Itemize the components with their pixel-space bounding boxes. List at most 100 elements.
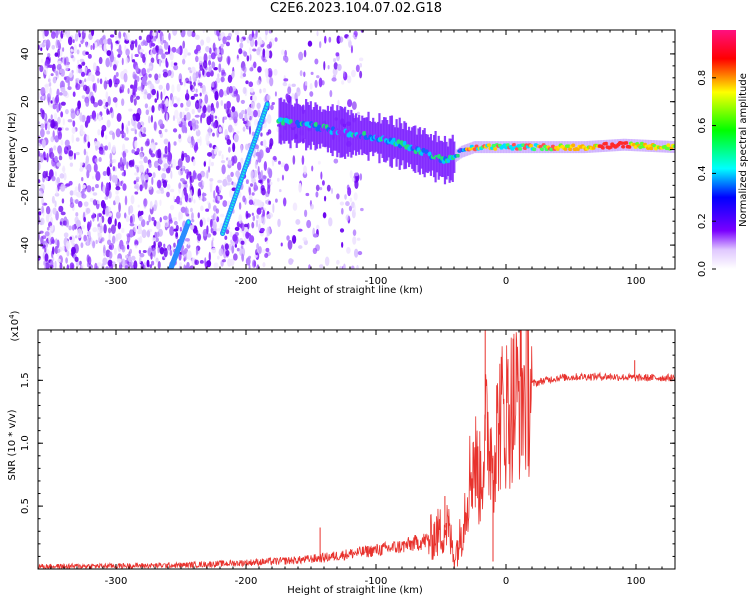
spectrogram-noise-mark — [59, 221, 63, 226]
spectrogram-noise-mark — [173, 62, 178, 66]
spectrogram-noise-mark — [38, 91, 41, 100]
spectrogram-noise-mark — [206, 217, 211, 223]
spectrogram-noise-mark — [194, 49, 199, 55]
ridge-core-mark — [532, 147, 537, 152]
spectrogram-noise-mark — [173, 242, 176, 248]
spectrogram-noise-mark — [106, 119, 111, 128]
spectrogram-noise-mark — [154, 73, 159, 81]
spectrogram-noise-mark — [121, 98, 125, 106]
spectrogram-noise-mark — [72, 91, 76, 98]
spectrogram-noise-mark — [199, 92, 202, 97]
spectrogram-noise-mark — [225, 249, 230, 257]
spectrogram-noise-mark — [158, 158, 163, 165]
spectrogram-noise-mark — [283, 78, 289, 82]
spectrogram-noise-mark — [262, 139, 267, 147]
spectrogram-noise-mark — [199, 136, 202, 147]
spectrogram-noise-mark — [50, 73, 54, 77]
spectrogram-noise-mark — [98, 149, 104, 155]
spectrogram-noise-mark — [206, 36, 211, 44]
spectrogram-noise-mark — [177, 158, 183, 168]
spectrogram-noise-mark — [338, 36, 344, 43]
spectrogram-noise-mark — [333, 62, 338, 70]
spectrogram-noise-mark — [266, 94, 271, 101]
spectrogram-noise-mark — [254, 160, 258, 169]
spectrogram-noise-mark — [114, 218, 117, 227]
spectrogram-noise-mark — [218, 64, 222, 73]
spectrogram-noise-mark — [92, 192, 98, 196]
spectrogram-noise-mark — [168, 219, 173, 224]
spectrogram-noise-mark — [89, 220, 92, 228]
spectrogram-noise-mark — [128, 38, 132, 45]
spectrogram-noise-mark — [76, 64, 79, 74]
spectrogram-noise-mark — [139, 48, 145, 53]
spectrogram-noise-mark — [215, 100, 219, 109]
spectrogram-noise-mark — [52, 207, 57, 215]
spectrogram-noise-mark — [123, 212, 127, 219]
spectrogram-noise-mark — [195, 55, 199, 63]
spectrogram-noise-mark — [259, 88, 262, 94]
spectrogram-noise-mark — [195, 246, 198, 256]
spectrogram-noise-mark — [356, 264, 359, 269]
spectrogram-noise-mark — [206, 71, 211, 78]
ridge-envelope-mark — [549, 141, 553, 154]
spectrogram-noise-mark — [251, 177, 256, 184]
spectrogram-noise-mark — [104, 134, 108, 140]
spectrogram-noise-mark — [76, 228, 83, 239]
spectrogram-noise-mark — [38, 211, 42, 216]
spectrogram-noise-mark — [188, 69, 193, 74]
spectrogram-noise-mark — [315, 224, 320, 231]
spectrogram-noise-mark — [153, 121, 157, 131]
spectrogram-noise-mark — [232, 182, 237, 187]
spectrogram-noise-mark — [68, 150, 74, 157]
spectrogram-noise-mark — [98, 213, 102, 218]
spectrogram-noise-mark — [38, 121, 41, 125]
ridge-envelope-mark — [621, 138, 624, 151]
spectrogram-noise-mark — [169, 226, 175, 236]
spectrogram-noise-mark — [171, 46, 177, 53]
spectrogram-noise-mark — [173, 64, 179, 71]
spectrogram-noise-mark — [248, 33, 253, 42]
spectrogram-noise-mark — [45, 39, 51, 49]
spectrogram-noise-mark — [72, 224, 75, 231]
spectrogram-noise-mark — [298, 245, 303, 249]
spectrogram-noise-mark — [124, 265, 129, 269]
spectrogram-noise-mark — [82, 50, 87, 56]
spectrogram-noise-mark — [184, 192, 189, 203]
spectrogram-noise-mark — [200, 205, 204, 212]
spectrogram-noise-mark — [208, 251, 211, 262]
spectrogram-noise-mark — [87, 141, 91, 149]
spectrogram-noise-mark — [82, 188, 87, 192]
spectrogram-noise-mark — [182, 58, 186, 65]
spectrogram-noise-mark — [136, 183, 140, 192]
spectrogram-noise-mark — [229, 188, 233, 199]
spectrogram-noise-mark — [129, 205, 134, 214]
spectrogram-noise-mark — [123, 72, 128, 83]
spectrogram-noise-mark — [169, 249, 173, 257]
spectrogram-noise-mark — [125, 254, 129, 259]
spectrogram-noise-mark — [184, 238, 190, 242]
spectrogram-noise-mark — [202, 180, 205, 186]
spectrogram-xtick-label: -100 — [365, 276, 388, 287]
spectrogram-noise-mark — [140, 210, 144, 215]
ridge-envelope-mark — [620, 138, 623, 151]
spectrogram-noise-mark — [137, 204, 140, 208]
spectrogram-noise-mark — [53, 68, 56, 74]
spectrogram-noise-mark — [272, 203, 275, 213]
spectrogram-noise-mark — [131, 149, 135, 154]
spectrogram-noise-mark — [39, 123, 45, 129]
spectrogram-noise-mark — [63, 232, 69, 238]
spectrogram-noise-mark — [121, 122, 124, 132]
spectrogram-noise-mark — [162, 180, 168, 188]
spectrogram-noise-mark — [165, 60, 169, 68]
spectrogram-noise-mark — [116, 258, 122, 263]
spectrogram-noise-mark — [127, 87, 130, 95]
spectrogram-noise-mark — [306, 219, 312, 229]
spectrogram-noise-mark — [187, 52, 191, 56]
spectrogram-noise-mark — [134, 53, 139, 58]
spectrogram-noise-mark — [235, 170, 240, 178]
spectrogram-noise-mark — [87, 53, 92, 59]
spectrogram-noise-mark — [121, 57, 124, 66]
spectrogram-noise-mark — [57, 39, 60, 47]
ridge-envelope-mark — [487, 141, 490, 154]
spectrogram-noise-mark — [56, 63, 62, 71]
